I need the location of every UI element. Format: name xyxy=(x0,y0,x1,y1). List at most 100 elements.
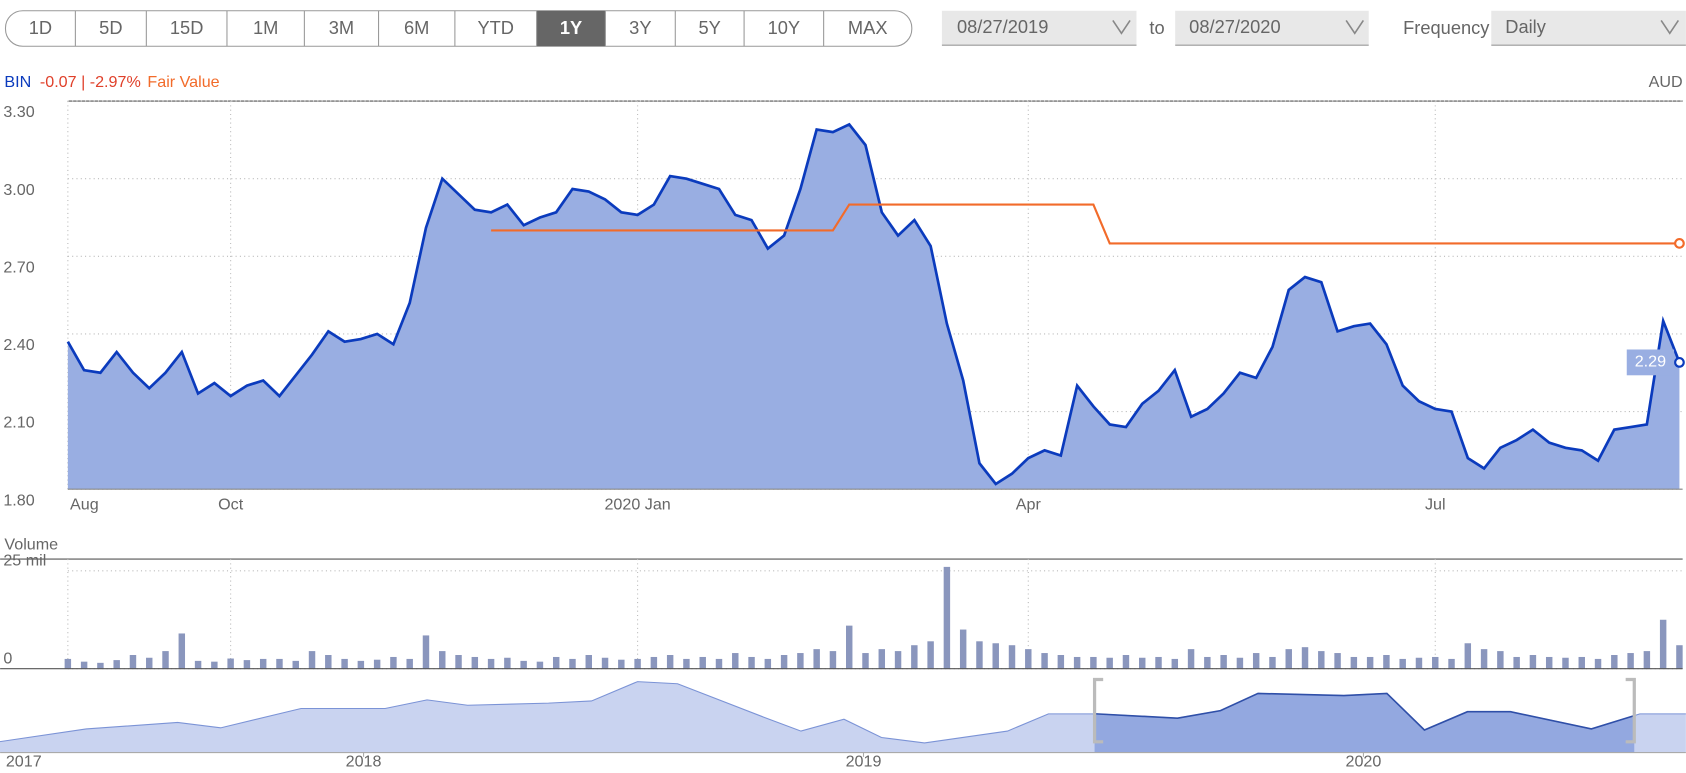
y-tick-label: 2.70 xyxy=(3,258,34,276)
currency: AUD xyxy=(1649,73,1683,91)
date-from-box[interactable] xyxy=(941,10,1137,46)
volume-bar xyxy=(146,657,153,669)
volume-bar xyxy=(1204,656,1211,669)
volume-bar xyxy=(1415,657,1423,669)
volume-bar xyxy=(1285,649,1292,669)
volume-bar xyxy=(1513,656,1520,669)
volume-bar xyxy=(325,655,332,669)
volume-bar xyxy=(1252,653,1260,669)
volume-bar xyxy=(162,651,169,669)
volume-bar xyxy=(1432,656,1439,669)
frequency-box[interactable] xyxy=(1491,10,1686,46)
volume-title: Volume xyxy=(4,535,58,553)
volume-bar xyxy=(520,660,527,669)
volume-bar xyxy=(1562,657,1569,669)
volume-bar xyxy=(1122,655,1130,669)
volume-bar xyxy=(1497,651,1504,669)
range-button[interactable]: 3M xyxy=(329,17,354,38)
range-button[interactable]: 1Y xyxy=(560,17,582,38)
volume-bar xyxy=(1383,655,1390,669)
y-tick-label: 3.00 xyxy=(3,181,34,199)
volume-bar xyxy=(536,661,544,669)
dropdown-arrow xyxy=(1660,19,1680,35)
range-button[interactable]: 5D xyxy=(99,17,122,38)
volume-bar xyxy=(422,635,430,669)
volume-bar xyxy=(178,633,186,669)
range-button[interactable]: 6M xyxy=(404,17,429,38)
volume-bar xyxy=(699,656,706,669)
range-selected xyxy=(536,10,606,47)
legend-fair-value: Fair Value xyxy=(147,73,219,91)
volume-bar xyxy=(618,659,625,669)
navigator-selected-line xyxy=(1094,692,1635,731)
volume-bar xyxy=(1643,651,1651,669)
volume-bar xyxy=(1187,649,1195,669)
volume-bar xyxy=(959,629,967,669)
volume-bar xyxy=(1627,653,1634,669)
volume-bar xyxy=(1025,649,1032,669)
volume-bar xyxy=(976,641,983,669)
volume-bar xyxy=(113,660,120,669)
volume-bar xyxy=(373,659,381,669)
date-to-box[interactable] xyxy=(1175,10,1369,46)
change-label: -0.07 | -2.97% xyxy=(40,73,141,91)
volume-bar xyxy=(666,655,674,669)
volume-bar xyxy=(1041,653,1048,669)
y-tick-label: 2.10 xyxy=(3,414,34,432)
volume-bar xyxy=(227,658,234,669)
volume-bar xyxy=(194,660,202,669)
date-to: 08/27/2020 xyxy=(1189,16,1280,37)
dropdown-arrow xyxy=(1345,19,1365,35)
volume-bar xyxy=(1448,658,1455,669)
volume-bar xyxy=(943,566,951,669)
volume-bar xyxy=(1366,656,1374,669)
navigator-selected xyxy=(1094,693,1635,753)
x-tick-label: Apr xyxy=(1016,496,1042,514)
y-tick-label: 25 mil xyxy=(3,551,46,569)
x-tick-label: Jul xyxy=(1425,496,1446,514)
volume-bar xyxy=(64,658,72,669)
range-button[interactable]: 1M xyxy=(253,17,278,38)
volume-bar xyxy=(504,657,511,669)
frequency-label: Frequency xyxy=(1403,17,1490,38)
price-line xyxy=(66,122,1681,486)
volume-bar xyxy=(911,645,918,669)
date-from: 08/27/2019 xyxy=(957,16,1048,37)
y-tick-label: 1.80 xyxy=(3,491,34,509)
volume-bar xyxy=(308,651,316,669)
range-button[interactable]: 10Y xyxy=(768,17,801,38)
volume-bar xyxy=(601,657,609,669)
range-button[interactable]: 1D xyxy=(29,17,52,38)
volume-bar xyxy=(80,661,88,669)
volume-bar xyxy=(862,653,869,669)
volume-bar xyxy=(1008,645,1016,669)
x-tick-label: 2020 Jan xyxy=(604,496,670,514)
volume-bar xyxy=(780,655,788,669)
volume-bar xyxy=(357,660,365,669)
volume-bar xyxy=(1334,653,1341,669)
legend-bin: BIN xyxy=(4,73,31,91)
volume-bar xyxy=(259,658,267,669)
range-button[interactable]: MAX xyxy=(848,17,888,38)
volume-bar xyxy=(97,662,104,669)
volume-bar xyxy=(1399,658,1406,669)
navigator-handle xyxy=(1625,677,1636,744)
volume-bar xyxy=(650,656,658,669)
volume-bar xyxy=(211,661,218,669)
fair-value-line xyxy=(491,203,1680,245)
volume-bar xyxy=(569,658,576,669)
range-button[interactable]: YTD xyxy=(477,17,514,38)
end-marker xyxy=(1674,237,1685,249)
volume-bar xyxy=(1659,619,1667,669)
volume-bar xyxy=(243,660,251,669)
x-tick-label: 2017 xyxy=(6,753,42,771)
x-tick-label: Oct xyxy=(218,496,244,514)
range-button[interactable]: 15D xyxy=(170,17,204,38)
volume-bar xyxy=(748,656,755,669)
volume-bar xyxy=(1480,649,1488,669)
x-tick-label: Aug xyxy=(70,496,99,514)
range-button[interactable]: 5Y xyxy=(699,17,721,38)
range-button[interactable]: 3Y xyxy=(629,17,651,38)
volume-bar xyxy=(1171,658,1179,669)
